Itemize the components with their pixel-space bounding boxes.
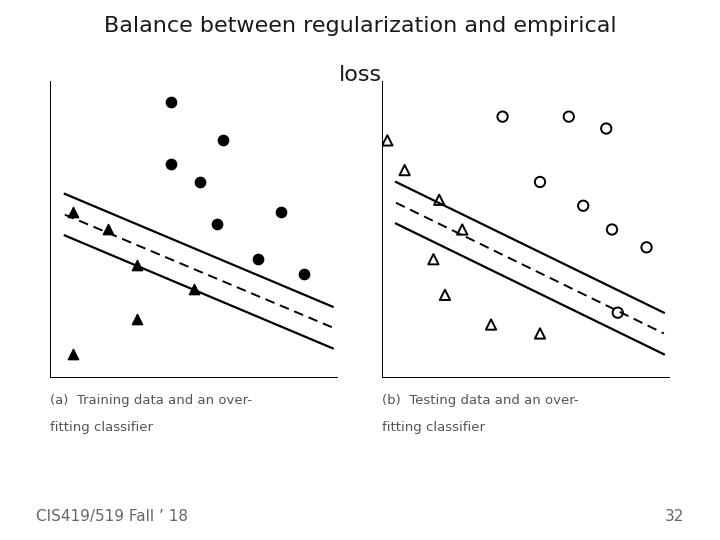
Text: (a)  Training data and an over-: (a) Training data and an over- [50, 394, 253, 407]
Point [131, 261, 143, 269]
Text: fitting classifier: fitting classifier [382, 421, 485, 434]
Point [212, 219, 223, 228]
Point [534, 178, 546, 186]
Point [600, 124, 612, 133]
Point [68, 207, 79, 216]
Text: 32: 32 [665, 509, 684, 524]
Point [217, 136, 229, 145]
Point [641, 243, 652, 252]
Point [131, 314, 143, 323]
Point [275, 207, 287, 216]
Point [399, 166, 410, 174]
Point [298, 269, 310, 278]
Point [485, 320, 497, 329]
Point [497, 112, 508, 121]
Text: (b)  Testing data and an over-: (b) Testing data and an over- [382, 394, 578, 407]
Point [606, 225, 618, 234]
Point [577, 201, 589, 210]
Point [252, 255, 264, 264]
Point [563, 112, 575, 121]
Text: loss: loss [338, 65, 382, 85]
Point [433, 195, 445, 204]
Point [612, 308, 624, 317]
Point [534, 329, 546, 338]
Text: fitting classifier: fitting classifier [50, 421, 153, 434]
Point [68, 350, 79, 359]
Text: CIS419/519 Fall ’ 18: CIS419/519 Fall ’ 18 [36, 509, 188, 524]
Point [102, 225, 114, 234]
Text: Balance between regularization and empirical: Balance between regularization and empir… [104, 16, 616, 36]
Point [194, 178, 206, 186]
Point [456, 225, 468, 234]
Point [189, 285, 200, 293]
Point [382, 136, 393, 145]
Point [166, 160, 177, 168]
Point [166, 97, 177, 106]
Point [428, 255, 439, 264]
Point [439, 291, 451, 299]
